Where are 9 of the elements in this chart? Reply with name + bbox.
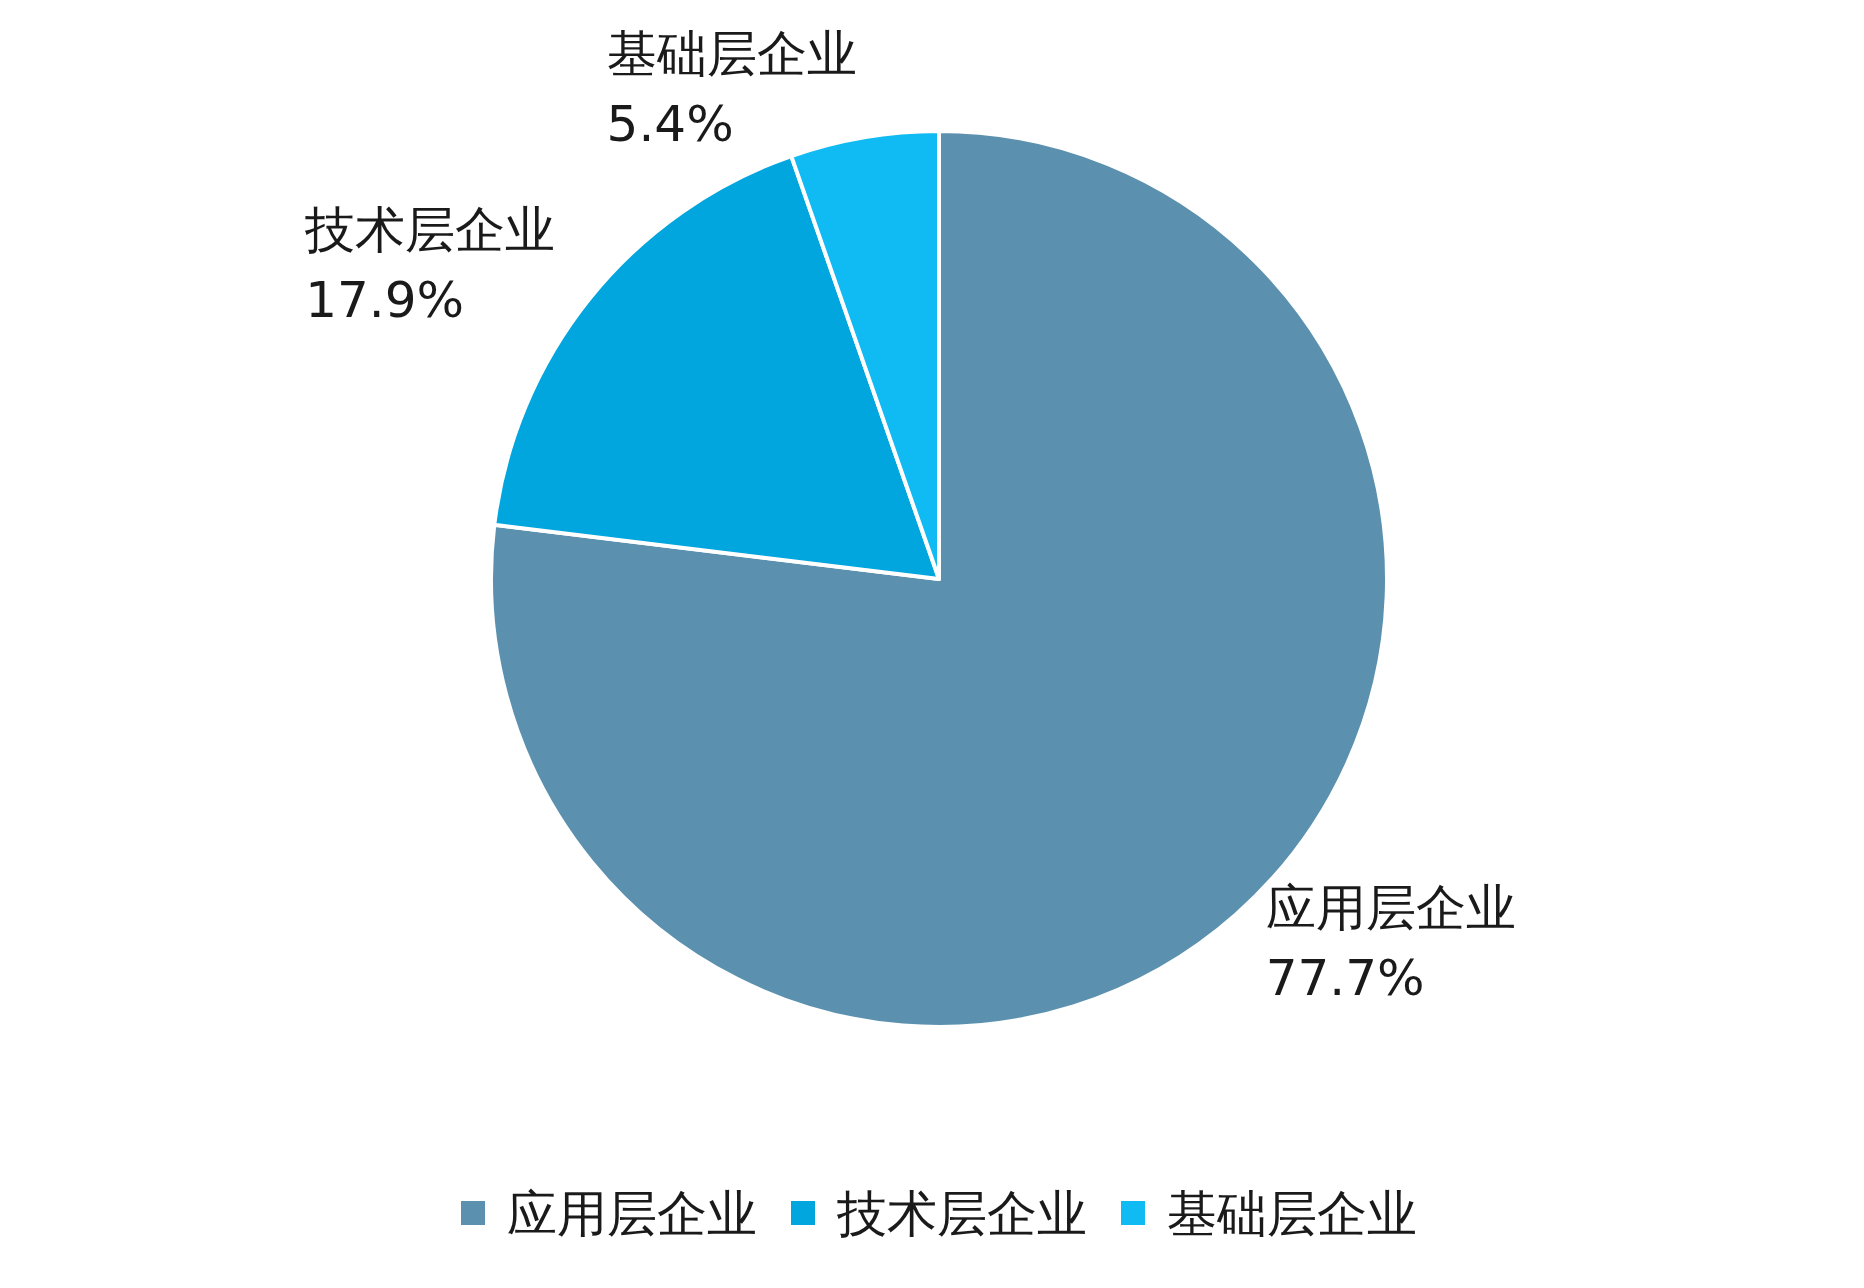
legend-label: 应用层企业 <box>507 1185 757 1243</box>
slice-label: 应用层企业 <box>1265 879 1516 938</box>
data-label: 77.7% <box>1265 949 1425 1008</box>
slice-label: 基础层企业 <box>606 24 857 83</box>
legend-label: 技术层企业 <box>836 1185 1087 1243</box>
slice-label: 技术层企业 <box>304 201 556 260</box>
legend-label: 基础层企业 <box>1167 1185 1417 1243</box>
data-label: 17.9% <box>305 271 465 330</box>
data-label: 5.4% <box>606 94 734 153</box>
